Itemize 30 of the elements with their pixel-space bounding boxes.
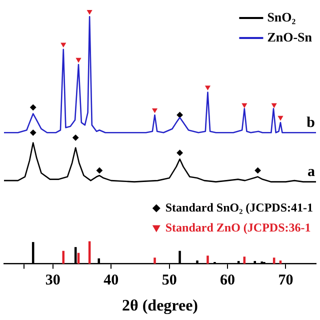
bar — [62, 250, 65, 264]
point — [60, 42, 66, 48]
point — [76, 58, 82, 63]
legend-label: Standard ZnO (JCPDS:36-1 — [165, 220, 311, 234]
annotation: b — [306, 115, 315, 132]
legend-label: ZnO-Sn — [267, 29, 313, 44]
point — [242, 103, 248, 108]
point — [152, 108, 158, 114]
point — [176, 112, 183, 118]
x-tick-label: 70 — [278, 272, 294, 289]
point — [278, 116, 284, 121]
bar — [206, 256, 209, 264]
x-tick-label: 40 — [104, 272, 119, 289]
annotation: a — [308, 164, 316, 180]
legend-label: SnO₂ — [267, 9, 296, 24]
point — [96, 167, 103, 174]
x-axis-title: 2θ (degree) — [122, 298, 198, 315]
x-tick-label: 30 — [45, 272, 60, 289]
point — [254, 167, 261, 174]
legend-label: Standard SnO₂ (JCPDS:41-1 — [165, 200, 314, 214]
point — [72, 134, 79, 141]
point — [176, 150, 183, 156]
point — [271, 103, 277, 108]
x-tick-label: 50 — [162, 272, 177, 289]
point — [30, 104, 36, 111]
point — [86, 10, 92, 15]
bar — [154, 258, 156, 264]
point — [204, 86, 211, 90]
point — [30, 129, 36, 136]
x-tick-label: 60 — [220, 272, 236, 289]
